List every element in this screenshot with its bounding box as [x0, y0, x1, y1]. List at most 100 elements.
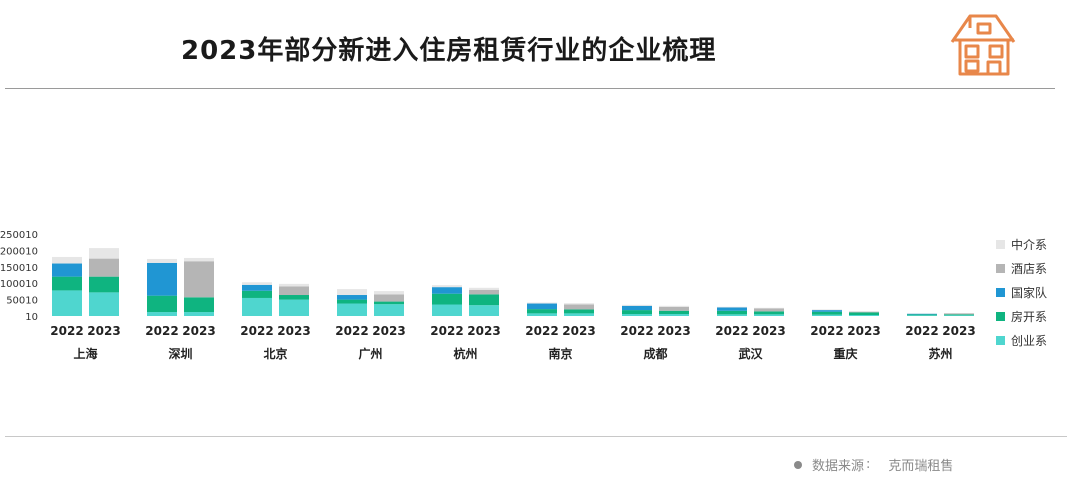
x-tick-year: 2023	[182, 324, 215, 338]
x-tick-city: 深圳	[168, 346, 192, 361]
bar-segment-中介系	[184, 257, 214, 262]
x-tick-city: 杭州	[453, 346, 477, 361]
bar-segment-房开系	[622, 310, 652, 315]
legend-item: 创业系	[996, 328, 1047, 352]
bar-segment-创业系	[374, 304, 404, 316]
bar-segment-中介系	[469, 287, 499, 290]
bar-segment-国家队	[432, 287, 462, 294]
x-tick-city: 南京	[548, 346, 572, 361]
bar-segment-创业系	[622, 314, 652, 316]
bar-segment-中介系	[717, 306, 747, 308]
x-tick-year: 2022	[905, 324, 938, 338]
bar-segment-酒店系	[849, 311, 879, 313]
x-tick-year: 2023	[87, 324, 120, 338]
bar-segment-房开系	[374, 301, 404, 305]
house-icon	[950, 14, 1016, 76]
bar-segment-房开系	[659, 310, 689, 315]
bar-segment-中介系	[527, 302, 557, 304]
legend-swatch	[996, 239, 1005, 249]
bar-segment-创业系	[527, 313, 557, 316]
x-tick-city: 上海	[73, 346, 97, 361]
x-tick-year: 2022	[525, 324, 558, 338]
bar-segment-中介系	[147, 258, 177, 263]
title-divider	[5, 88, 1055, 89]
bar-segment-创业系	[849, 315, 879, 316]
source-value: 克而瑞租售	[888, 459, 954, 474]
bar-segment-酒店系	[279, 286, 309, 296]
bar-segment-房开系	[849, 312, 879, 316]
legend-label: 国家队	[1011, 285, 1048, 300]
bar-segment-国家队	[812, 310, 842, 312]
legend-swatch	[996, 263, 1005, 273]
bar-segment-房开系	[242, 290, 272, 298]
bar-segment-酒店系	[754, 308, 784, 312]
bar-segment-房开系	[337, 299, 367, 304]
x-tick-city: 重庆	[833, 346, 857, 361]
bar-segment-房开系	[944, 314, 974, 316]
bar-segment-国家队	[242, 284, 272, 291]
bar-segment-房开系	[279, 295, 309, 300]
legend-item: 房开系	[996, 304, 1047, 328]
y-tick-label: 10	[25, 312, 38, 323]
bar-segment-酒店系	[374, 294, 404, 302]
x-tick-year: 2022	[810, 324, 843, 338]
bullet-dot-icon	[794, 460, 802, 469]
x-tick-city: 成都	[643, 346, 667, 361]
bar-segment-中介系	[89, 248, 119, 259]
bar-segment-国家队	[527, 303, 557, 310]
x-tick-city: 武汉	[738, 346, 763, 361]
bar-segment-房开系	[52, 276, 82, 291]
bar-segment-创业系	[147, 312, 177, 316]
bar-segment-创业系	[717, 314, 747, 316]
bar-segment-房开系	[717, 310, 747, 315]
chart-legend: 中介系酒店系国家队房开系创业系	[996, 232, 1047, 352]
x-tick-year: 2022	[335, 324, 368, 338]
bar-segment-创业系	[279, 299, 309, 316]
legend-label: 酒店系	[1011, 261, 1048, 276]
bar-segment-中介系	[564, 303, 594, 305]
bar-segment-中介系	[432, 285, 462, 288]
y-tick-label: 200010	[0, 246, 38, 257]
bar-segment-国家队	[717, 307, 747, 311]
bar-segment-国家队	[622, 305, 652, 311]
bar-segment-房开系	[527, 309, 557, 314]
legend-item: 中介系	[996, 232, 1047, 256]
source-separator: :	[866, 457, 871, 472]
bar-segment-创业系	[944, 315, 974, 316]
x-tick-year: 2023	[562, 324, 595, 338]
bar-segment-中介系	[812, 309, 842, 311]
bar-segment-中介系	[754, 307, 784, 309]
bar-segment-房开系	[469, 294, 499, 306]
legend-label: 房开系	[1011, 309, 1048, 324]
bar-segment-创业系	[469, 305, 499, 316]
bar-segment-中介系	[242, 282, 272, 285]
bar-segment-酒店系	[89, 258, 119, 277]
x-tick-year: 2023	[277, 324, 310, 338]
bar-segment-中介系	[622, 304, 652, 306]
x-tick-year: 2023	[942, 324, 975, 338]
bar-segment-中介系	[279, 283, 309, 287]
x-tick-year: 2023	[467, 324, 500, 338]
bar-segment-房开系	[184, 297, 214, 313]
bar-segment-创业系	[754, 314, 784, 316]
legend-swatch	[996, 311, 1005, 321]
bar-segment-创业系	[242, 297, 272, 316]
bar-segment-中介系	[337, 289, 367, 296]
bar-segment-创业系	[337, 303, 367, 316]
x-tick-city: 苏州	[928, 346, 952, 361]
x-tick-year: 2022	[715, 324, 748, 338]
bar-segment-中介系	[374, 291, 404, 295]
bar-segment-中介系	[52, 256, 82, 264]
x-tick-year: 2023	[372, 324, 405, 338]
x-tick-city: 北京	[263, 346, 287, 361]
bar-segment-创业系	[907, 315, 937, 316]
legend-label: 中介系	[1011, 237, 1048, 252]
x-tick-year: 2023	[657, 324, 690, 338]
x-tick-year: 2023	[752, 324, 785, 338]
footer-divider	[5, 436, 1067, 437]
bar-segment-房开系	[147, 295, 177, 313]
bar-segment-创业系	[89, 292, 119, 316]
bar-segment-创业系	[184, 312, 214, 316]
page-title: 2023年部分新进入住房租赁行业的企业梳理	[181, 36, 717, 66]
bar-segment-创业系	[564, 313, 594, 316]
